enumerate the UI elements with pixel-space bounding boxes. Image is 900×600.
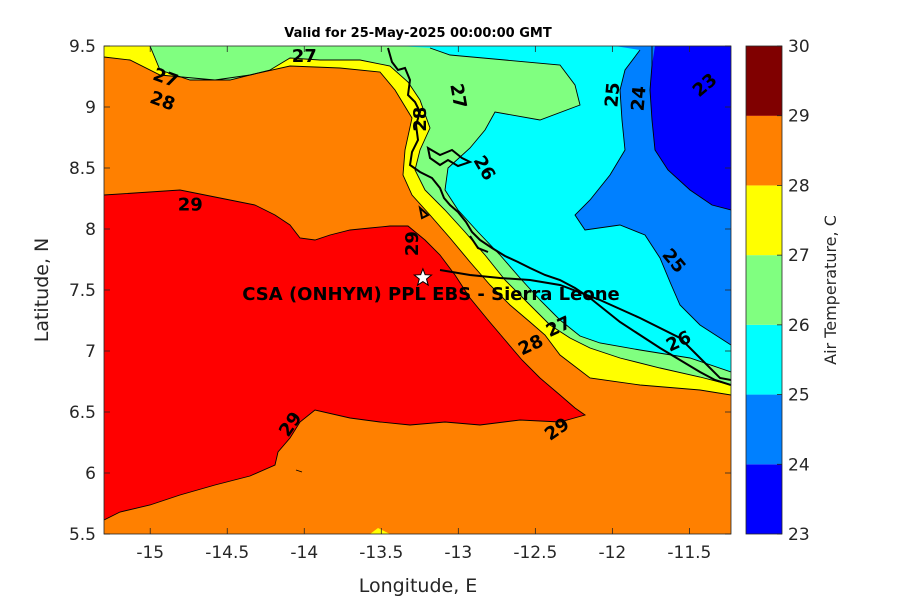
contour-label: 29 bbox=[402, 231, 423, 256]
band-23-24 bbox=[650, 46, 731, 210]
y-tick-label: 8 bbox=[85, 220, 96, 240]
contour-line-23-24 bbox=[649, 46, 731, 211]
contour-label: 29 bbox=[178, 195, 203, 216]
colorbar: 23 24 25 26 27 28 29 30 bbox=[745, 37, 810, 545]
colorbar-tick-label: 27 bbox=[788, 246, 810, 266]
colorbar-segment bbox=[746, 46, 782, 116]
site-label: CSA (ONHYM) PPL EBS - Sierra Leone bbox=[242, 284, 619, 305]
coastline bbox=[387, 47, 731, 386]
colorbar-tick-label: 23 bbox=[788, 525, 810, 545]
x-tick-label: -13.5 bbox=[359, 543, 403, 563]
x-axis: -15 -14.5 -14 -13.5 -13 -12.5 -12 -11.5 bbox=[136, 46, 711, 563]
colorbar-frame bbox=[745, 45, 783, 535]
y-tick-label: 6.5 bbox=[69, 403, 96, 423]
contour-label: 27 bbox=[292, 46, 317, 67]
colorbar-segment bbox=[746, 324, 782, 395]
contour-line-28-small bbox=[295, 469, 303, 473]
colorbar-segment bbox=[746, 464, 782, 534]
contour-line-28-29 bbox=[104, 189, 587, 521]
band-27-28-patch bbox=[370, 528, 390, 534]
x-tick-label: -14 bbox=[290, 543, 318, 563]
y-tick-label: 9 bbox=[85, 98, 96, 118]
colorbar-segment bbox=[746, 255, 782, 325]
coastline-inner bbox=[426, 146, 473, 168]
colorbar-tick-label: 26 bbox=[788, 316, 810, 336]
x-tick-label: -12 bbox=[598, 543, 626, 563]
contour-line-26-27 bbox=[149, 46, 731, 386]
contour-label: 28 bbox=[410, 107, 431, 132]
chart-title: Valid for 25-May-2025 00:00:00 GMT bbox=[284, 26, 552, 41]
x-tick-label: -15 bbox=[136, 543, 164, 563]
coastline-estuary bbox=[439, 269, 731, 381]
contour-line-25-26 bbox=[429, 47, 731, 373]
y-tick-label: 9.5 bbox=[69, 37, 96, 57]
colorbar-tick-label: 24 bbox=[788, 455, 810, 475]
colorbar-tick-label: 29 bbox=[788, 107, 810, 127]
y-tick-label: 7.5 bbox=[69, 281, 96, 301]
x-tick-label: -11.5 bbox=[667, 543, 711, 563]
colorbar-tick-label: 28 bbox=[788, 176, 810, 196]
y-tick-label: 6 bbox=[85, 464, 96, 484]
colorbar-label: Air Temperature, C bbox=[821, 215, 840, 365]
colorbar-segment bbox=[746, 394, 782, 465]
y-tick-label: 8.5 bbox=[69, 159, 96, 179]
map-area bbox=[104, 46, 731, 534]
contour-label: 27 bbox=[445, 82, 470, 110]
y-axis-label: Latitude, N bbox=[31, 238, 53, 343]
y-axis: 5.5 6 6.5 7 7.5 8 8.5 9 9.5 bbox=[69, 37, 731, 545]
star-icon bbox=[412, 267, 433, 287]
colorbar-segment bbox=[746, 115, 782, 186]
site-marker-group: CSA (ONHYM) PPL EBS - Sierra Leone bbox=[242, 267, 620, 305]
coastline-creek bbox=[469, 235, 489, 253]
y-tick-label: 5.5 bbox=[69, 525, 96, 545]
colorbar-segment bbox=[746, 185, 782, 256]
x-axis-label: Longitude, E bbox=[359, 575, 478, 597]
y-tick-label: 7 bbox=[85, 342, 96, 362]
coastline-main bbox=[387, 47, 731, 386]
x-tick-label: -14.5 bbox=[205, 543, 249, 563]
contour-label: 24 bbox=[628, 85, 651, 112]
contour-label: 25 bbox=[601, 81, 624, 108]
x-tick-label: -13 bbox=[444, 543, 472, 563]
coastline-island bbox=[418, 205, 430, 220]
contour-lines bbox=[104, 46, 731, 521]
colorbar-tick-label: 30 bbox=[788, 37, 810, 57]
contour-line-24-25 bbox=[574, 49, 731, 346]
x-tick-label: -12.5 bbox=[513, 543, 557, 563]
band-29-30 bbox=[104, 190, 585, 520]
colorbar-tick-label: 25 bbox=[788, 386, 810, 406]
